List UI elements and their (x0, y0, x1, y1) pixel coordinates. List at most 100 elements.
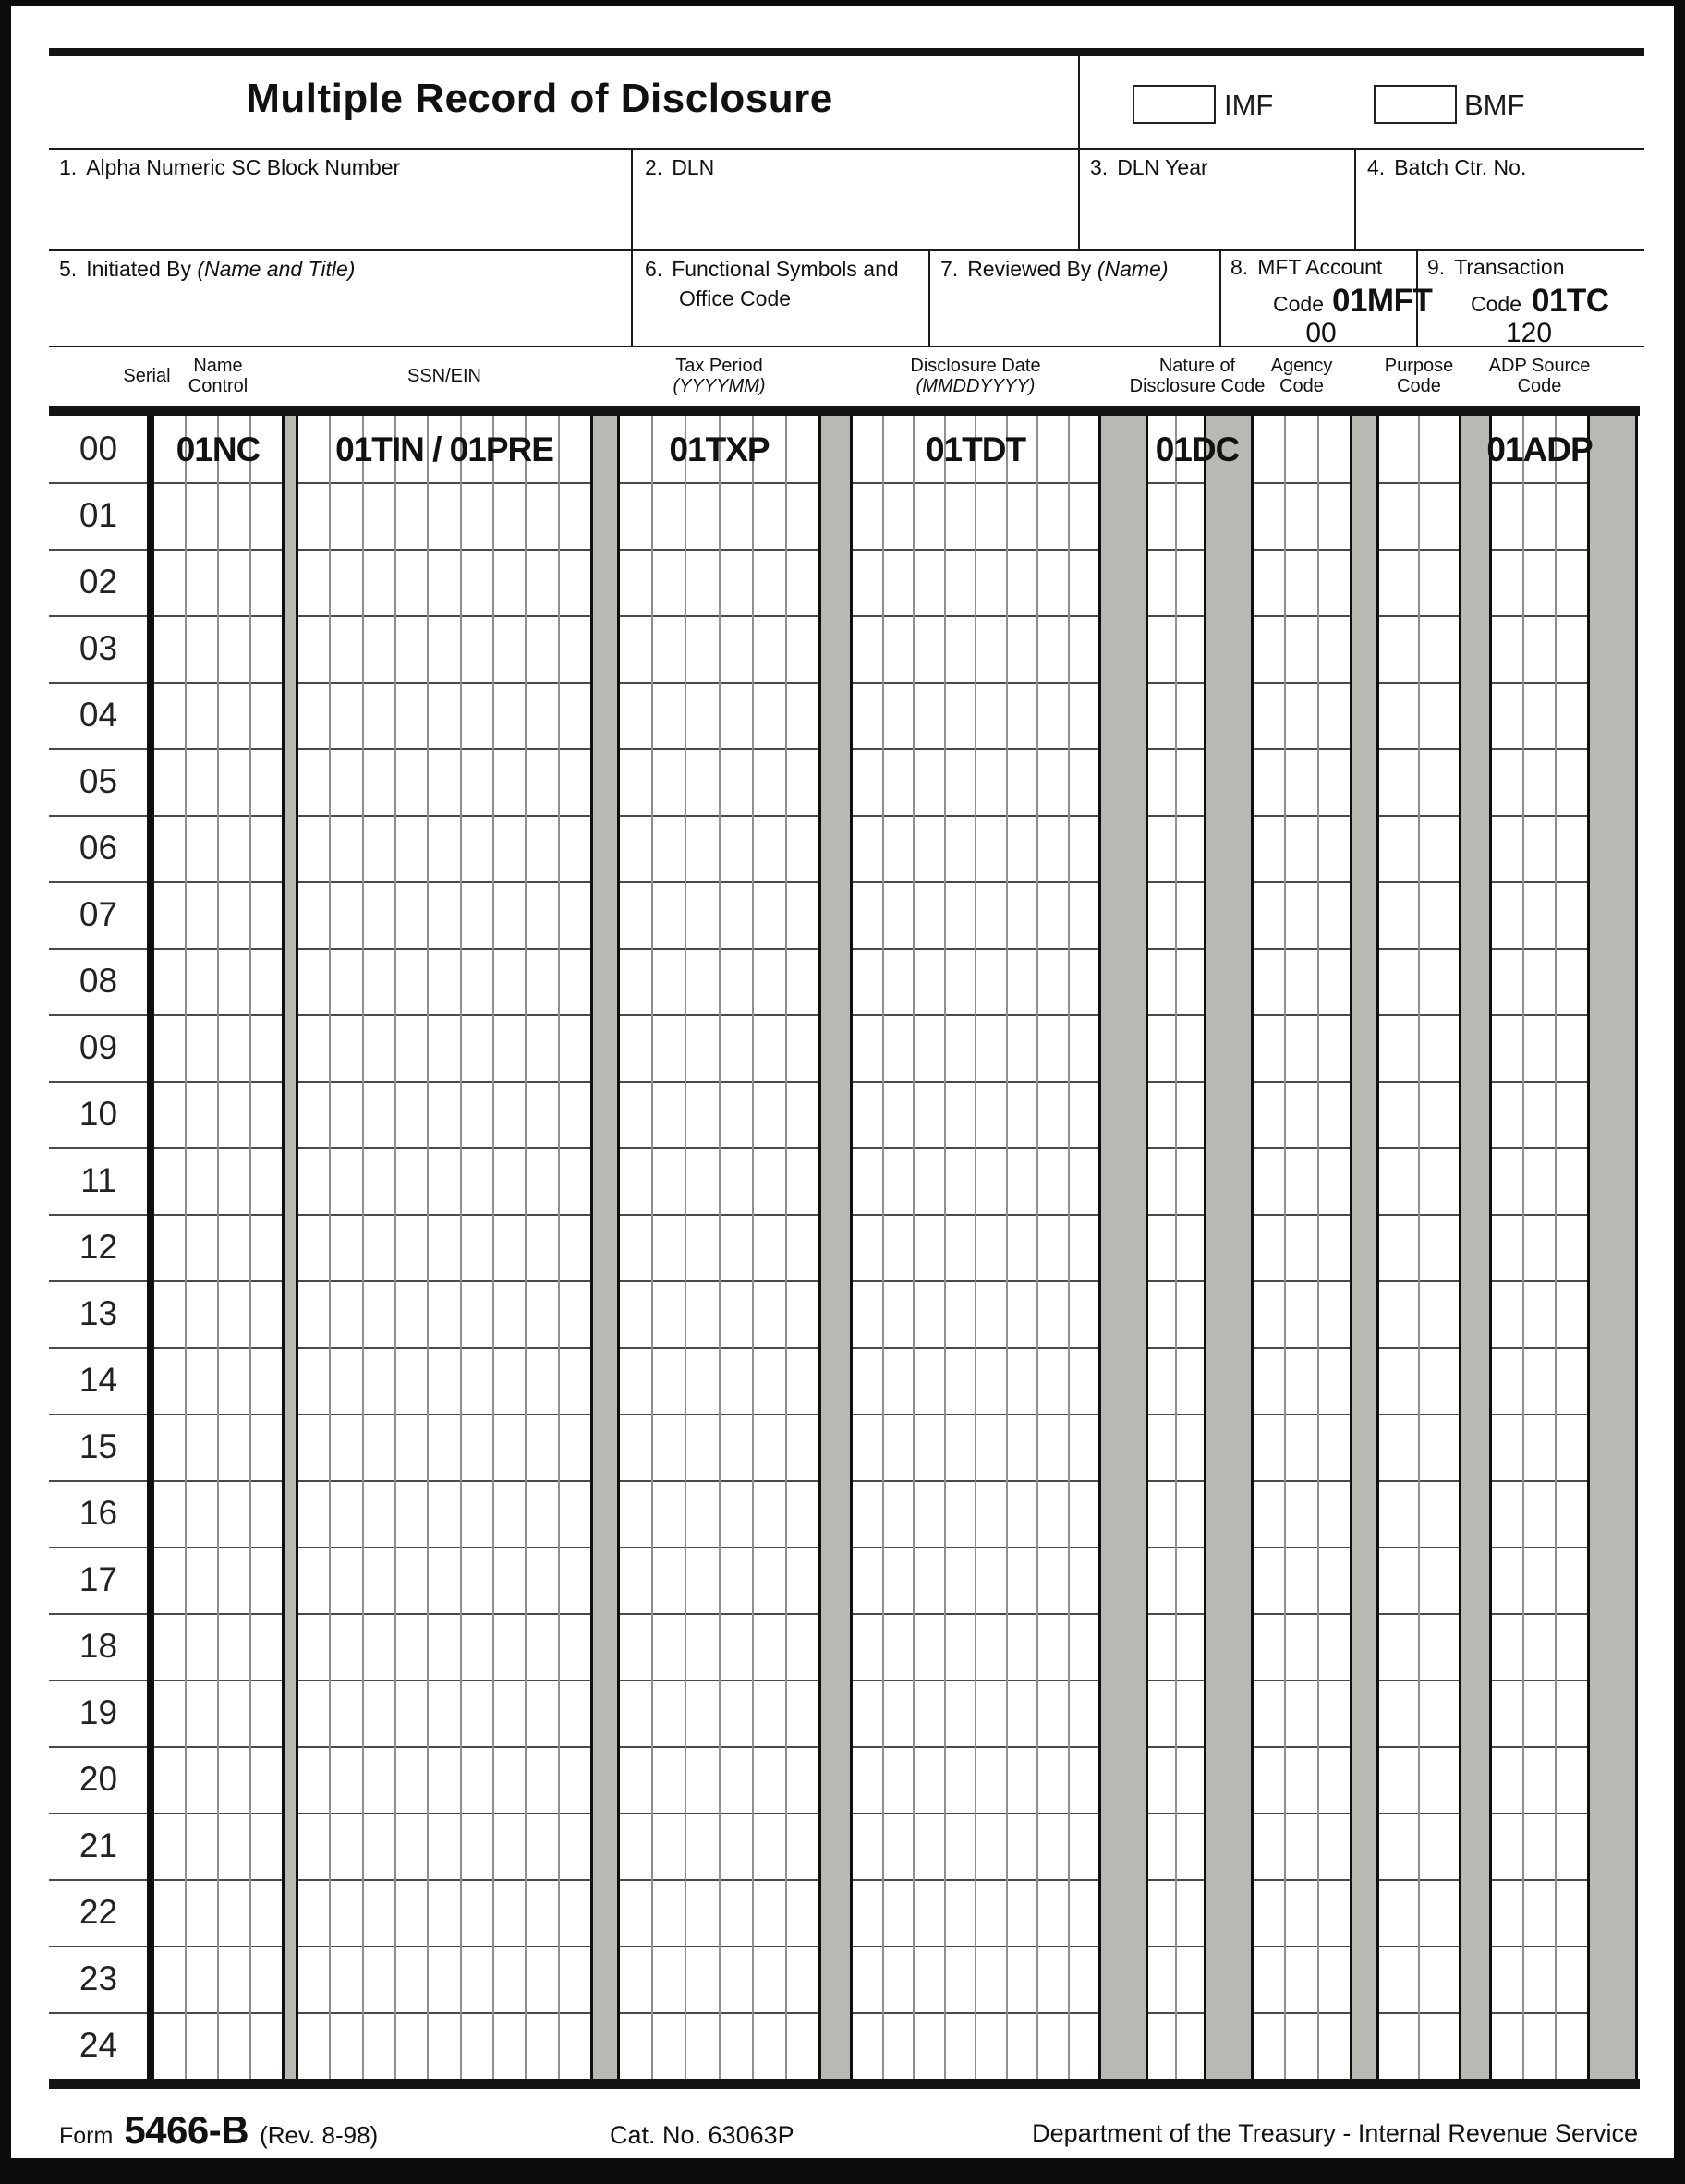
grid-column-header-adp-source-code: ADP Source Code (1488, 356, 1591, 396)
footer-form-number: 5466-B (124, 2108, 249, 2152)
serial-cell: 06 (79, 829, 118, 867)
grid-bottom-rule (49, 2079, 1640, 2089)
grid-cell-line (751, 416, 754, 2079)
serial-cell: 03 (79, 629, 118, 667)
serial-cell: 01 (79, 496, 118, 534)
grid-cell-line (651, 416, 654, 2079)
imf-label: IMF (1224, 89, 1274, 121)
grid-right-border (1635, 416, 1638, 2079)
top-rule (49, 48, 1644, 56)
serial-cell: 20 (79, 1760, 118, 1798)
row00-value-disclosure-date: 01TDT (925, 431, 1026, 468)
field-8-label: 8. MFT Account (1230, 255, 1383, 279)
bmf-checkbox[interactable] (1374, 85, 1457, 124)
group-border (1489, 416, 1492, 2079)
grid-cell-line (394, 416, 396, 2079)
grid-cell-line (975, 416, 976, 2079)
footer-department: Department of the Treasury - Internal Re… (1032, 2119, 1638, 2147)
group-border (818, 416, 821, 2079)
page-title: Multiple Record of Disclosure (246, 76, 833, 121)
serial-cell: 19 (79, 1693, 118, 1731)
grid-cell-line (1005, 416, 1008, 2079)
gray-separator-column (1588, 416, 1637, 2079)
grid-cell-line (1555, 416, 1557, 2079)
footer-catalog-number: Cat. No. 63063P (610, 2121, 794, 2149)
group-border (1459, 416, 1461, 2079)
field-2-label: 2. DLN (645, 155, 715, 179)
grid-cell-line (881, 416, 884, 2079)
group-border (282, 416, 285, 2079)
grid-cell-line (913, 416, 915, 2079)
field-divider-3-4 (1354, 148, 1356, 249)
row00-value-nature-of-disclosure-code: 01DC (1155, 431, 1241, 468)
field-7-label: 7. Reviewed By (Name) (940, 257, 1169, 281)
field-divider-2-3 (1078, 148, 1080, 249)
serial-cell: 05 (79, 762, 118, 800)
group-border (1376, 416, 1379, 2079)
gray-separator-column (1099, 416, 1147, 2079)
grid-cell-line (185, 416, 187, 2079)
footer-form-id: Form 5466-B (Rev. 8-98) (59, 2108, 378, 2153)
group-border (296, 416, 298, 2079)
field-8-number: 00 (1305, 318, 1337, 348)
row00-value-ssn-ein: 01TIN / 01PRE (335, 431, 554, 468)
group-border (1350, 416, 1352, 2079)
gray-separator-column (1351, 416, 1378, 2079)
grid-cell-line (361, 416, 364, 2079)
serial-cell: 24 (79, 2026, 118, 2064)
group-border (850, 416, 853, 2079)
field-8-code-value: 01MFT (1332, 283, 1433, 319)
gray-separator-column (591, 416, 619, 2079)
field-9-code-value: 01TC (1532, 283, 1609, 319)
fields-row2-top-line (49, 249, 1644, 251)
serial-cell: 22 (79, 1893, 118, 1931)
page-border-top (0, 0, 1685, 6)
field-1-label: 1. Alpha Numeric SC Block Number (59, 155, 401, 179)
fields-row1-top-line (49, 148, 1644, 150)
field-4-label: 4. Batch Ctr. No. (1367, 155, 1527, 179)
gray-separator-column (1460, 416, 1491, 2079)
serial-cell: 08 (79, 962, 118, 1000)
field-9-label: 9. Transaction (1427, 255, 1565, 279)
grid-cell-line (1316, 416, 1319, 2079)
grid-cell-line (557, 416, 560, 2079)
field-9-code-word: Code (1471, 292, 1521, 316)
field-divider-5-6 (631, 249, 633, 346)
grid-cell-line (1284, 416, 1287, 2079)
grid-cell-line (784, 416, 787, 2079)
serial-cell: 09 (79, 1028, 118, 1066)
row00-value-tax-period: 01TXP (669, 431, 770, 468)
serial-cell: 04 (79, 696, 118, 734)
serial-cell: 18 (79, 1627, 118, 1665)
group-border (152, 416, 154, 2079)
grid-cell-line (1175, 416, 1177, 2079)
grid-cell-line (427, 416, 430, 2079)
group-border (1098, 416, 1101, 2079)
grid-cell-line (1036, 416, 1038, 2079)
footer-revision: (Rev. 8-98) (260, 2121, 379, 2149)
row00-value-name-control: 01NC (176, 431, 261, 468)
gray-separator-column (283, 416, 297, 2079)
row00-value-adp-source-code: 01ADP (1486, 431, 1593, 468)
serial-cell: 12 (79, 1228, 118, 1266)
field-divider-8-9 (1416, 249, 1418, 346)
gray-separator-column (819, 416, 852, 2079)
footer-form-word: Form (59, 2123, 114, 2149)
page-border-bottom (0, 2158, 1685, 2184)
serial-column-border (147, 416, 152, 2079)
serial-cell: 10 (79, 1095, 118, 1133)
serial-cell: 21 (79, 1826, 118, 1864)
grid-cell-line (718, 416, 721, 2079)
grid-cell-line (1522, 416, 1524, 2079)
grid-cell-line (329, 416, 332, 2079)
imf-checkbox[interactable] (1133, 85, 1216, 124)
serial-cell: 11 (80, 1161, 116, 1199)
grid-column-header-name-control: Name Control (188, 356, 249, 396)
grid-cell-line (1418, 416, 1420, 2079)
header-divider (1078, 56, 1080, 148)
page-border-left (0, 0, 11, 2184)
field-5-label: 5. Initiated By (Name and Title) (59, 257, 356, 281)
grid-cell-line (943, 416, 946, 2079)
grid-cell-line (492, 416, 494, 2079)
